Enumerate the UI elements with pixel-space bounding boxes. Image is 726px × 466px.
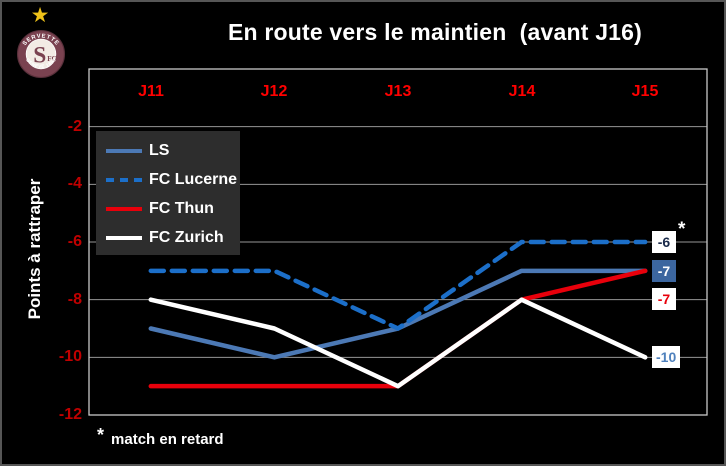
value-label-lucerne: -6 — [652, 231, 676, 253]
legend-line-zurich-icon — [106, 235, 142, 240]
y-tick--10: -10 — [58, 348, 82, 365]
y-tick--8: -8 — [67, 291, 82, 308]
chart-title: En route vers le maintien (avant J16) — [227, 19, 643, 45]
x-tick-j12: J12 — [260, 83, 288, 100]
legend-line-ls-icon — [106, 148, 142, 153]
y-tick--6: -6 — [67, 233, 82, 250]
legend-item-thun: FC Thun — [106, 194, 240, 223]
y-tick--12: -12 — [58, 406, 82, 423]
legend-item-zurich: FC Zurich — [106, 223, 240, 252]
value-label-ls: -7 — [652, 259, 676, 282]
legend-label-ls: LS — [149, 141, 170, 159]
legend: LS FC Lucerne FC Thun FC Zurich — [96, 131, 240, 255]
badge-initial: S — [33, 43, 46, 69]
badge-fc: FC — [47, 55, 56, 63]
footnote: * match en retard — [97, 425, 224, 448]
legend-item-lucerne: FC Lucerne — [106, 165, 240, 194]
legend-label-thun: FC Thun — [149, 199, 214, 217]
value-label-zurich: -10 — [652, 346, 681, 369]
legend-line-lucerne-icon — [106, 177, 142, 182]
legend-label-zurich: FC Zurich — [149, 228, 224, 246]
y-tick--2: -2 — [67, 118, 82, 135]
x-tick-j15: J15 — [631, 83, 659, 100]
legend-label-lucerne: FC Lucerne — [149, 170, 238, 188]
legend-line-thun-icon — [106, 206, 142, 211]
footnote-asterisk: * — [97, 425, 105, 445]
star-icon: ★ — [30, 4, 50, 27]
footnote-text: match en retard — [111, 431, 224, 448]
value-label-thun: -7 — [652, 287, 676, 310]
servette-logo: ★ S FC SERVETTE GENEVE 1890 — [12, 4, 72, 96]
x-tick-j13: J13 — [384, 83, 412, 100]
x-tick-j14: J14 — [508, 83, 536, 100]
x-tick-j11: J11 — [138, 83, 164, 100]
legend-item-ls: LS — [106, 136, 240, 165]
late-match-asterisk: * — [678, 219, 686, 240]
servette-badge-icon: S FC SERVETTE GENEVE 1890 — [16, 29, 66, 79]
y-tick--4: -4 — [67, 175, 82, 192]
